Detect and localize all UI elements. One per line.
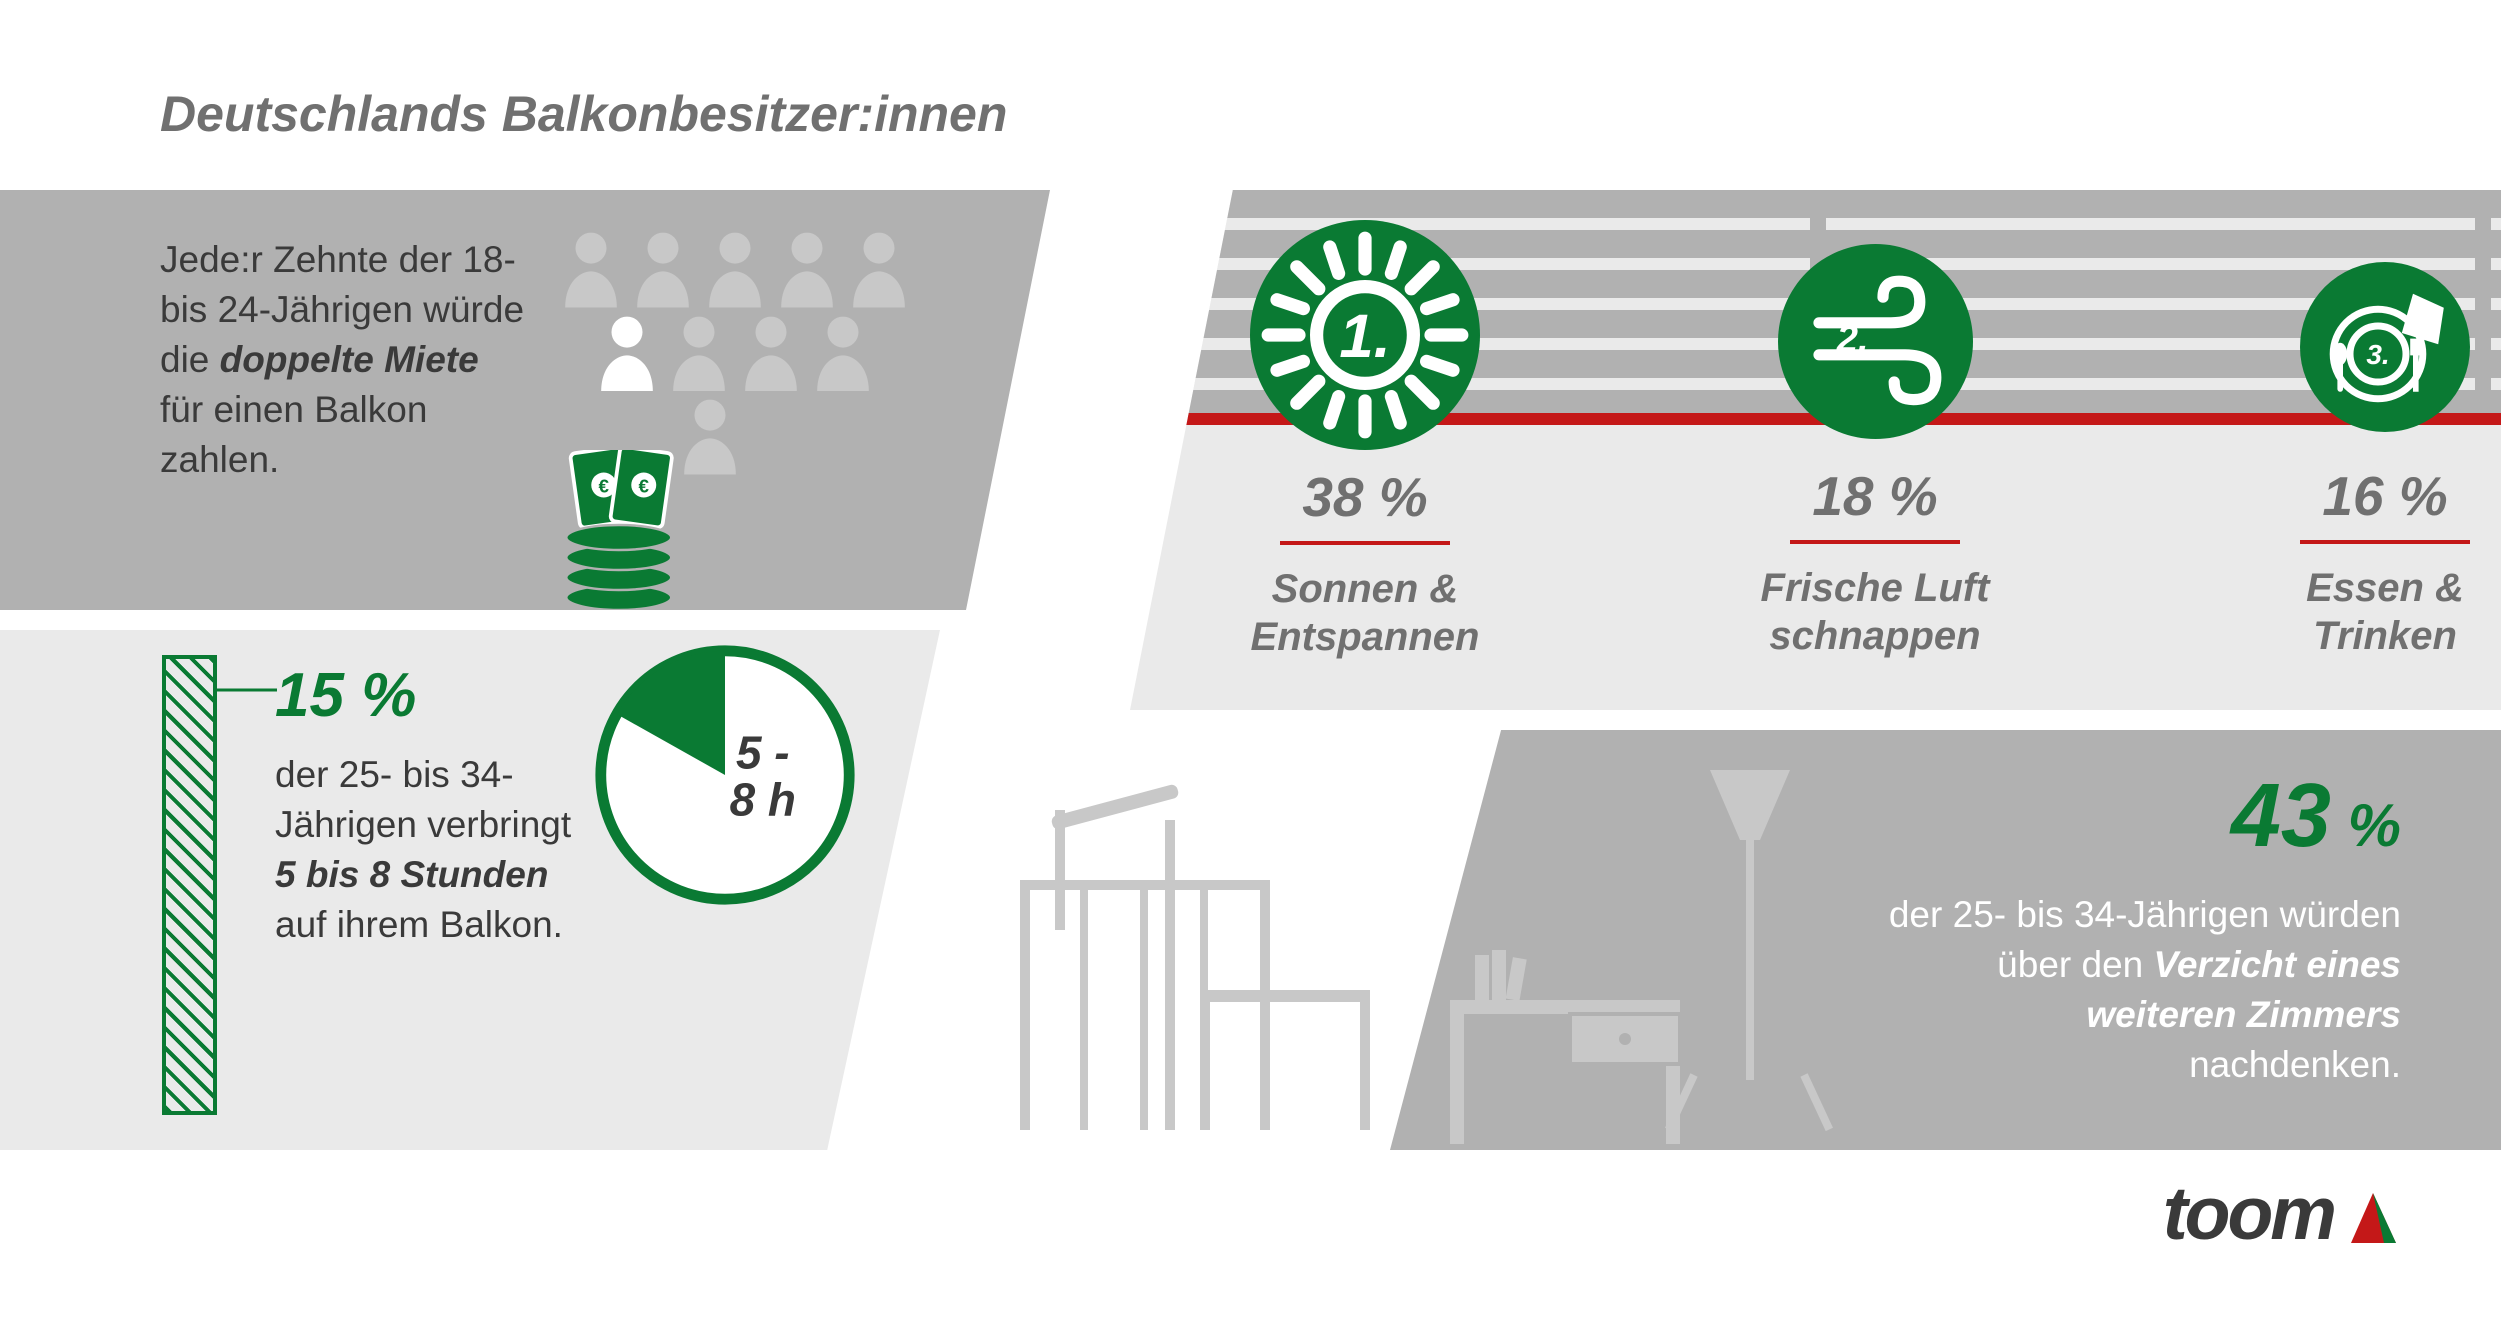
p4-num: 43 bbox=[2231, 766, 2331, 866]
panel2-text: der 25- bis 34-Jährigen verbringt 5 bis … bbox=[275, 750, 585, 950]
logo-mark-icon bbox=[2346, 1181, 2401, 1246]
svg-text:2.: 2. bbox=[1836, 317, 1869, 360]
svg-text:€: € bbox=[639, 476, 650, 497]
activity-1-label: Sonnen & Entspannen bbox=[1180, 565, 1550, 661]
pie-chart: 5 - 8 h bbox=[590, 640, 860, 910]
logo-text: toom bbox=[2163, 1170, 2334, 1256]
svg-text:8 h: 8 h bbox=[730, 774, 796, 826]
people-grid bbox=[535, 230, 935, 481]
panel-hours: 15 % der 25- bis 34-Jährigen verbringt 5… bbox=[0, 630, 940, 1150]
person-icon bbox=[668, 314, 730, 392]
plate-icon: 3. bbox=[2300, 262, 2470, 432]
person-icon bbox=[776, 230, 838, 308]
page-title: Deutschlands Balkonbesitzer:innen bbox=[160, 85, 1007, 143]
person-icon-highlight bbox=[596, 314, 658, 392]
activity-2-label: Frische Luft schnappen bbox=[1690, 564, 2060, 660]
p4-sym: % bbox=[2331, 792, 2401, 859]
panel1-text: Jede:r Zehnte der 18- bis 24-Jährigen wü… bbox=[160, 235, 530, 485]
panel-rent: Jede:r Zehnte der 18- bis 24-Jährigen wü… bbox=[0, 190, 1050, 610]
person-icon bbox=[704, 230, 766, 308]
panel-activities: 1. 38 % Sonnen & Entspannen 2. bbox=[1130, 190, 2501, 710]
divider bbox=[1280, 541, 1450, 545]
furniture-scene-icon bbox=[1000, 730, 1440, 1150]
panel-room-tradeoff: 43 % der 25- bis 34-Jährigen würden über… bbox=[1390, 730, 2501, 1150]
hatched-bar-icon bbox=[162, 655, 217, 1115]
panel4-percent: 43 % bbox=[2231, 765, 2401, 868]
brand-logo: toom bbox=[2163, 1170, 2401, 1256]
person-icon bbox=[848, 230, 910, 308]
panel2-percent: 15 % bbox=[275, 660, 416, 731]
p1-post: für einen Balkon zahlen. bbox=[160, 389, 427, 480]
activity-2-percent: 18 % bbox=[1690, 464, 2060, 528]
person-icon bbox=[632, 230, 694, 308]
activity-1: 1. 38 % Sonnen & Entspannen bbox=[1180, 220, 1550, 661]
svg-text:5 -: 5 - bbox=[736, 726, 790, 778]
svg-text:3.: 3. bbox=[2366, 339, 2389, 370]
activity-3-percent: 16 % bbox=[2200, 464, 2501, 528]
divider bbox=[2300, 540, 2470, 544]
activity-1-percent: 38 % bbox=[1180, 465, 1550, 529]
person-icon bbox=[560, 230, 622, 308]
person-icon bbox=[812, 314, 874, 392]
activity-2: 2. 18 % Frische Luft schnappen bbox=[1690, 220, 2060, 661]
wind-icon: 2. bbox=[1778, 244, 1973, 439]
p2-bold: 5 bis 8 Stunden bbox=[275, 854, 548, 895]
svg-text:€: € bbox=[599, 476, 610, 497]
activity-3-label: Essen & Trinken bbox=[2200, 564, 2501, 660]
person-icon bbox=[740, 314, 802, 392]
sun-icon: 1. bbox=[1250, 220, 1480, 450]
p2-post: auf ihrem Balkon. bbox=[275, 904, 563, 945]
p2-pre: der 25- bis 34-Jährigen verbringt bbox=[275, 754, 571, 845]
activity-3: 3. 16 % Essen & Trinken bbox=[2200, 220, 2501, 661]
money-icon: €€ bbox=[550, 450, 700, 613]
svg-text:1.: 1. bbox=[1339, 302, 1390, 371]
p1-bold: doppelte Miete bbox=[220, 339, 479, 380]
divider bbox=[1790, 540, 1960, 544]
p4-post: nachdenken. bbox=[2189, 1044, 2401, 1085]
panel4-text: der 25- bis 34-Jährigen würden über den … bbox=[1871, 890, 2401, 1090]
connector-line bbox=[217, 688, 277, 692]
room-scene-icon bbox=[1430, 730, 1880, 1150]
